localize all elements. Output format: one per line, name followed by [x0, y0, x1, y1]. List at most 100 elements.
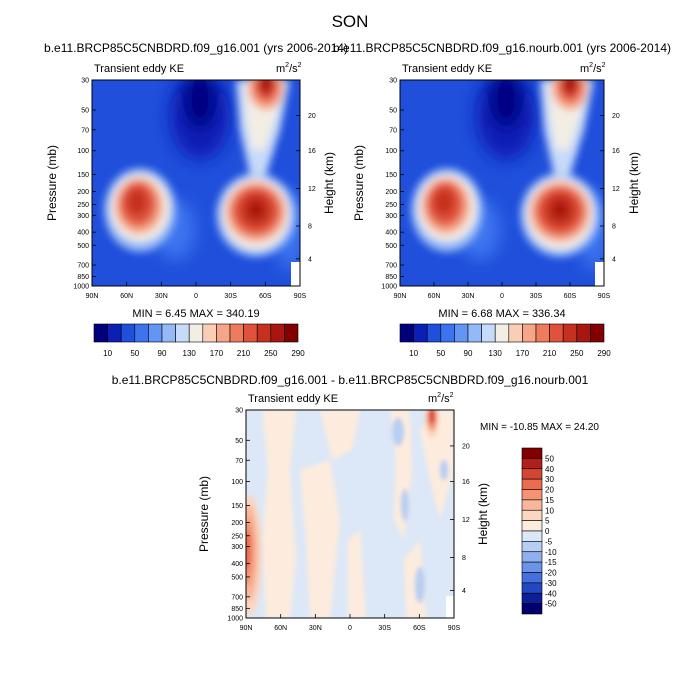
panel-3-variable-label: Transient eddy KE	[248, 393, 338, 405]
colorbar-label: 90	[158, 349, 167, 358]
x-tick-label: 30N	[155, 293, 168, 300]
panel-2-right-axis-label: Height (km)	[627, 152, 641, 214]
colorbar-swatch	[521, 499, 543, 511]
panel-2-y-ticks: 30 50 70 100 150 200 250 300 400 500 700 850 1000	[381, 78, 404, 291]
colorbar-swatch	[440, 323, 455, 343]
colorbar-swatch	[202, 323, 217, 343]
colorbar-label: 290	[291, 349, 305, 358]
panel-1-x-ticks: 90N 60N 30N 0 30S 60S 90S	[86, 282, 307, 300]
colorbar-label: -15	[545, 558, 557, 567]
x-tick-label: 30S	[378, 625, 391, 632]
colorbar-swatch	[521, 468, 543, 480]
y-tick-label: 100	[77, 148, 89, 155]
colorbar-label: 30	[545, 475, 554, 484]
colorbar-label: 0	[545, 527, 550, 536]
x-tick-label: 60N	[428, 293, 441, 300]
colorbar-swatch	[521, 572, 543, 584]
colorbar-label: 50	[545, 454, 554, 463]
y-tick-label: 1000	[381, 284, 397, 291]
colorbar-label: 130	[183, 349, 197, 358]
colorbar-label: 250	[570, 349, 584, 358]
colorbar-swatch	[508, 323, 523, 343]
x-tick-label: 60S	[259, 293, 272, 300]
panel-2-height-ticks: 20 16 12 8 4	[600, 113, 620, 263]
colorbar-swatch	[521, 551, 543, 563]
colorbar-swatch	[243, 323, 258, 343]
colorbar-swatch	[521, 458, 543, 470]
y-tick-label: 700	[77, 263, 89, 270]
y-tick-label: 150	[385, 172, 397, 179]
y-tick-label: 30	[235, 408, 243, 415]
colorbar-swatch	[270, 323, 285, 343]
colorbar-swatch	[521, 509, 543, 521]
x-tick-label: 30S	[224, 293, 237, 300]
x-tick-label: 90N	[240, 625, 253, 632]
x-tick-label: 90S	[598, 293, 611, 300]
colorbar-swatch	[120, 323, 136, 343]
colorbar-label: 50	[436, 349, 445, 358]
panel-2-contour-field	[400, 80, 604, 286]
colorbar-label: 10	[103, 349, 112, 358]
panel-2-y-axis-label: Pressure (mb)	[352, 145, 366, 221]
y-tick-label: 700	[385, 263, 397, 270]
x-tick-label: 30S	[530, 293, 543, 300]
colorbar-label: -30	[545, 579, 557, 588]
height-tick-label: 4	[612, 256, 616, 263]
y-tick-label: 850	[77, 274, 89, 281]
x-tick-label: 30N	[309, 625, 322, 632]
panel-3-x-ticks: 90N 60N 30N 0 30S 60S 90S	[240, 614, 461, 632]
colorbar-label: 250	[264, 349, 278, 358]
colorbar-label: 210	[237, 349, 251, 358]
y-tick-label: 100	[385, 148, 397, 155]
colorbar-swatch	[399, 323, 414, 343]
colorbar-label: 10	[409, 349, 418, 358]
colorbar-label: 50	[130, 349, 139, 358]
height-tick-label: 20	[612, 113, 620, 120]
colorbar-label: 210	[543, 349, 557, 358]
x-tick-label: 0	[500, 293, 504, 300]
panel-3-contour-field	[246, 410, 454, 618]
y-tick-label: 300	[231, 544, 243, 551]
panel-1-colorbar: 10 50 90 130 170 210 250 290	[93, 323, 305, 358]
x-tick-label: 0	[348, 625, 352, 632]
colorbar-swatch	[549, 323, 564, 343]
panel-3-right-axis-label: Height (km)	[476, 483, 490, 545]
colorbar-label: 130	[489, 349, 503, 358]
y-tick-label: 70	[81, 127, 89, 134]
y-tick-label: 200	[77, 189, 89, 196]
x-tick-label: 60N	[274, 625, 287, 632]
x-tick-label: 90N	[394, 293, 407, 300]
y-tick-label: 300	[77, 213, 89, 220]
colorbar-swatch	[535, 323, 550, 343]
colorbar-label: -5	[545, 537, 553, 546]
colorbar-label: 40	[545, 465, 554, 474]
x-tick-label: 0	[194, 293, 198, 300]
y-tick-label: 500	[231, 574, 243, 581]
y-tick-label: 70	[389, 127, 397, 134]
colorbar-swatch	[522, 323, 537, 343]
panel-1-height-ticks: 20 16 12 8 4	[296, 113, 316, 263]
x-tick-label: 30N	[462, 293, 475, 300]
y-tick-label: 400	[385, 230, 397, 237]
colorbar-swatch	[521, 541, 543, 553]
colorbar-swatch	[521, 489, 543, 501]
x-tick-label: 90S	[448, 625, 461, 632]
colorbar-label: 5	[545, 517, 550, 526]
colorbar-swatch	[562, 323, 578, 343]
colorbar-swatch	[413, 323, 428, 343]
y-tick-label: 250	[231, 533, 243, 540]
height-tick-label: 20	[462, 443, 470, 450]
panel-2: b.e11.BRCP85C5CNBDRD.f09_g16.nourb.001 (…	[333, 41, 671, 358]
colorbar-label: 170	[210, 349, 224, 358]
panel-1-y-axis-label: Pressure (mb)	[45, 145, 59, 221]
y-tick-label: 850	[231, 606, 243, 613]
colorbar-swatch	[426, 323, 442, 343]
y-tick-label: 50	[81, 108, 89, 115]
y-tick-label: 30	[389, 78, 397, 85]
colorbar-label: 20	[545, 486, 554, 495]
height-tick-label: 8	[462, 555, 466, 562]
panel-2-variable-label: Transient eddy KE	[402, 63, 492, 75]
panel-2-colorbar: 10 50 90 130 170 210 250 290	[399, 323, 611, 358]
